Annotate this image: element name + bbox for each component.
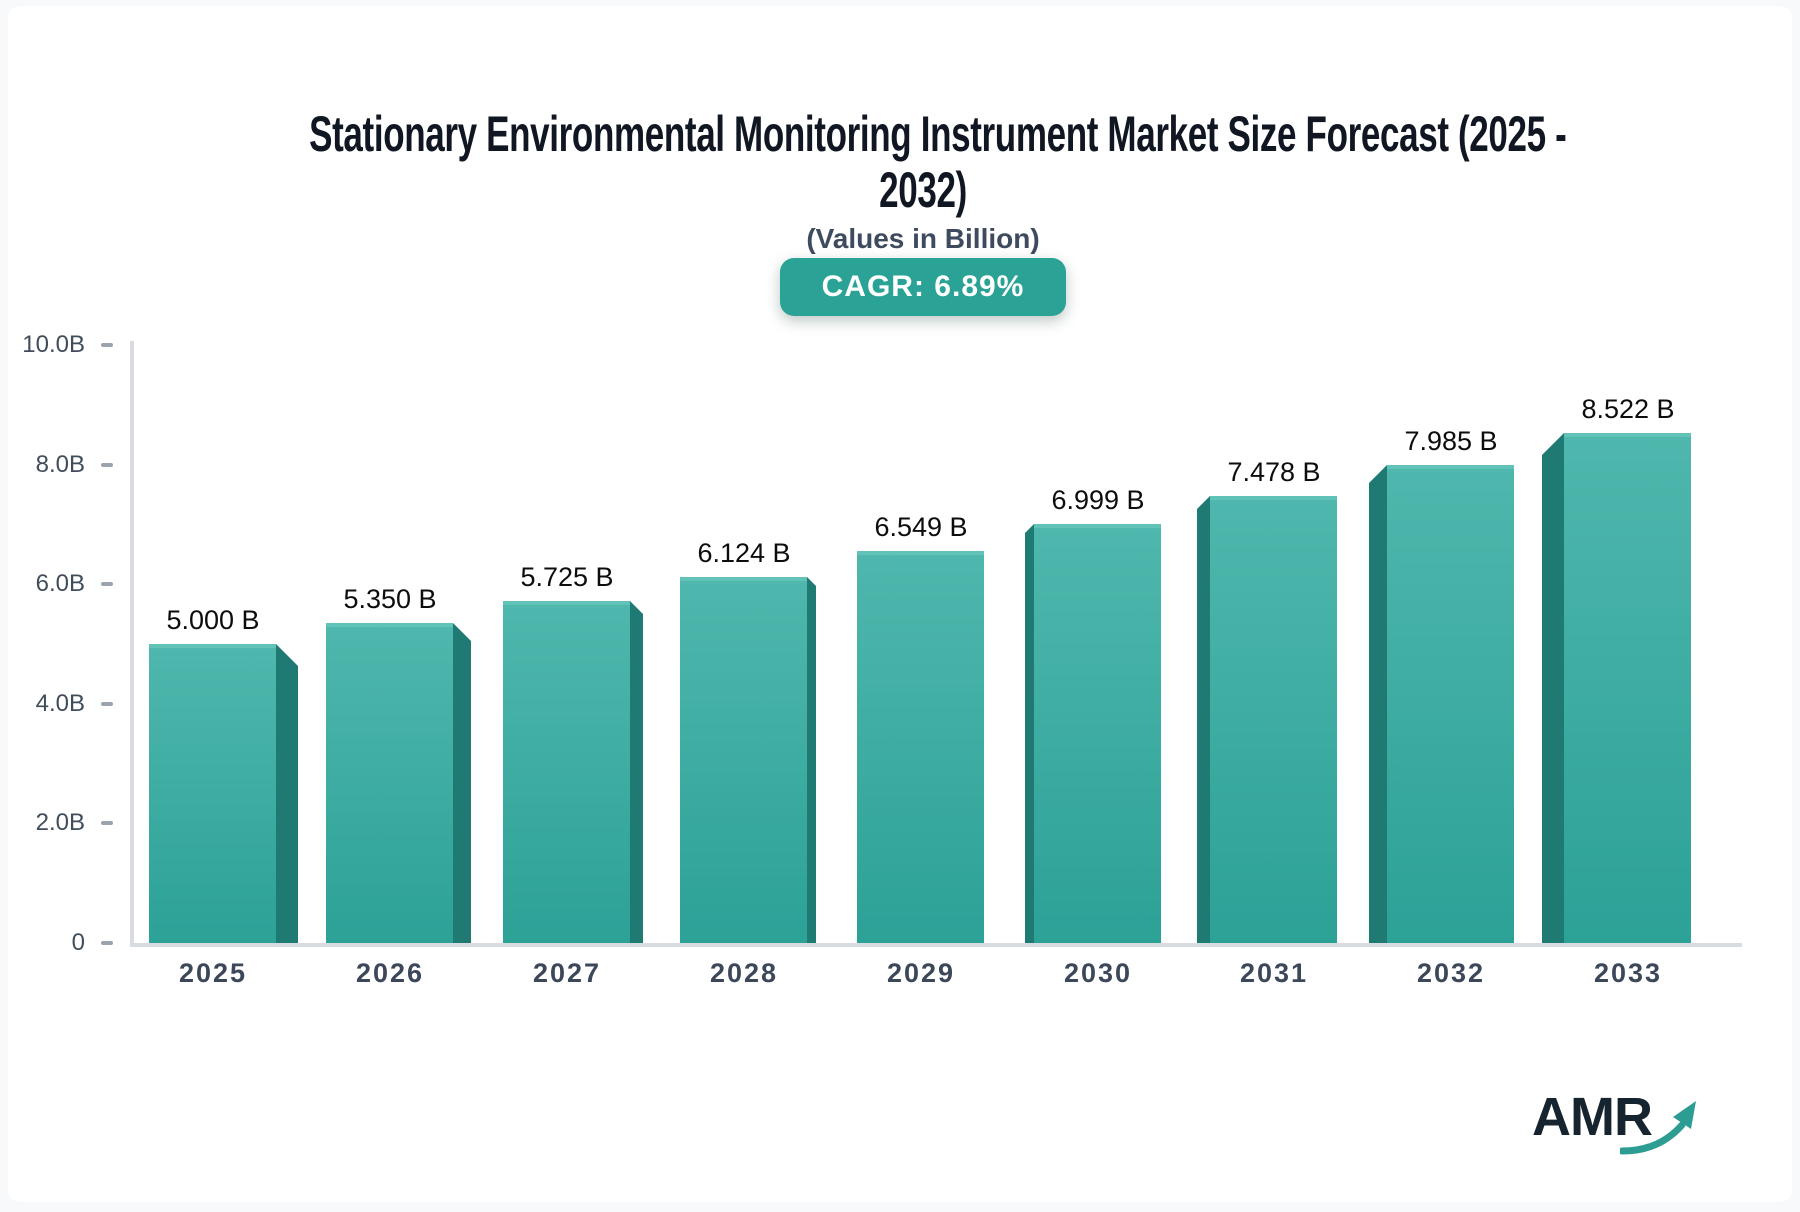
x-axis-label-2027: 2027 <box>532 958 602 988</box>
bar-value-label: 8.522 B <box>1581 394 1675 424</box>
y-axis-tick-mark <box>101 821 113 826</box>
bar-side-face <box>1369 465 1387 946</box>
bar-side-face <box>807 577 816 946</box>
bar-side-face <box>453 623 471 946</box>
bar-2029 <box>857 551 984 946</box>
y-axis-tick-label: 0 <box>71 929 85 956</box>
bar-side-face <box>1197 496 1210 946</box>
y-axis-tick-mark <box>101 701 113 706</box>
chart-subtitle: (Values in Billion) <box>806 223 1040 254</box>
chart-title-line2: 2032) <box>879 162 967 218</box>
x-axis-label-2031: 2031 <box>1239 958 1309 988</box>
bar-value-label: 5.350 B <box>343 584 437 614</box>
y-axis-tick-label: 2.0B <box>35 809 85 837</box>
bar-2031 <box>1197 496 1337 946</box>
bar-side-face <box>1542 433 1564 946</box>
bar-front-face <box>326 623 453 946</box>
bar-2027 <box>503 601 643 946</box>
y-axis-tick-label: 4.0B <box>35 689 85 717</box>
x-axis-line <box>130 943 1742 947</box>
chart-header: Stationary Environmental Monitoring Inst… <box>46 0 1800 316</box>
x-axis-label-2025: 2025 <box>178 958 248 988</box>
bar-front-face <box>1034 524 1161 946</box>
bar-front-face <box>857 551 984 946</box>
bar-value-label: 6.124 B <box>697 538 791 568</box>
bar-2026 <box>326 623 471 946</box>
x-axis-label-2033: 2033 <box>1593 958 1663 988</box>
x-axis-label-2030: 2030 <box>1063 958 1133 988</box>
x-axis-label-2032: 2032 <box>1416 958 1486 988</box>
bar-value-label: 5.000 B <box>166 605 260 635</box>
y-axis-tick-mark <box>101 343 113 347</box>
bar-value-label: 6.549 B <box>874 512 968 542</box>
bar-2033 <box>1542 433 1691 946</box>
growth-arrow-icon <box>1620 1101 1696 1155</box>
y-axis-line <box>130 341 134 947</box>
bar-front-face <box>1564 433 1691 946</box>
bar-side-face <box>276 644 298 946</box>
bar-side-face <box>1025 524 1034 946</box>
x-axis-label-2028: 2028 <box>709 958 779 988</box>
bar-front-face <box>149 644 276 946</box>
y-axis-tick-mark <box>101 941 113 945</box>
amr-logo: AMR <box>1532 1087 1732 1171</box>
amr-logo-text: AMR <box>1532 1087 1653 1147</box>
x-axis-label-2026: 2026 <box>355 958 425 988</box>
bar-side-face <box>630 601 643 946</box>
bar-front-face <box>680 577 807 946</box>
cagr-badge: CAGR: 6.89% <box>779 258 1067 316</box>
y-axis-tick-mark <box>101 582 113 587</box>
bar-front-face <box>1387 465 1514 946</box>
bar-2032 <box>1369 465 1514 946</box>
bar-2025 <box>149 644 298 946</box>
bar-value-label: 5.725 B <box>520 562 614 592</box>
y-axis-tick-label: 8.0B <box>35 450 85 478</box>
y-axis-tick-label: 6.0B <box>35 570 85 598</box>
y-axis-tick-label: 10.0B <box>22 331 85 358</box>
bar-2030 <box>1025 524 1161 946</box>
bar-value-label: 7.985 B <box>1404 426 1498 456</box>
bar-front-face <box>503 601 630 946</box>
y-axis-tick-mark <box>101 462 113 467</box>
bar-value-label: 6.999 B <box>1051 485 1145 515</box>
bar-front-face <box>1210 496 1337 946</box>
bar-value-label: 7.478 B <box>1227 457 1321 487</box>
x-axis-label-2029: 2029 <box>886 958 956 988</box>
chart-title-line1: Stationary Environmental Monitoring Inst… <box>309 106 1567 162</box>
bar-2028 <box>680 577 816 946</box>
